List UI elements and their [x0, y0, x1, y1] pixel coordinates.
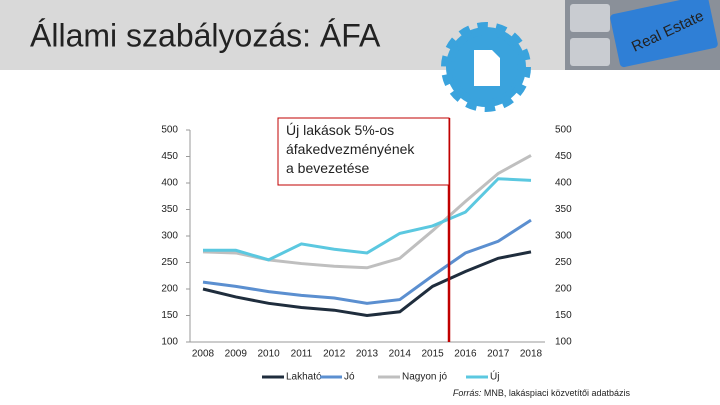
y-tick-label: 350	[161, 204, 178, 215]
y2-tick-label: 250	[555, 257, 572, 268]
y-tick-label: 200	[161, 284, 178, 295]
legend-label: Jó	[344, 372, 355, 383]
series-line	[202, 250, 532, 318]
y-tick-label: 300	[161, 231, 178, 242]
source-text: MNB, lakáspiaci közvetítői adatbázis	[484, 388, 631, 398]
x-tick-label: 2017	[487, 349, 510, 360]
series-line	[203, 177, 532, 262]
y2-tick-label: 450	[555, 151, 572, 162]
x-tick-label: 2014	[389, 349, 412, 360]
x-tick-label: 2011	[291, 349, 313, 360]
y2-tick-label: 500	[555, 125, 572, 136]
series-line	[202, 218, 532, 305]
slide-title: Állami szabályozás: ÁFA	[30, 17, 381, 53]
legend-label: Új	[490, 370, 499, 383]
x-tick-label: 2012	[323, 349, 346, 360]
keyboard-image: Real Estate	[565, 0, 720, 70]
x-tick-label: 2018	[520, 349, 543, 360]
y2-tick-label: 100	[555, 337, 572, 348]
y2-tick-label: 300	[555, 231, 572, 242]
x-tick-label: 2016	[454, 349, 477, 360]
x-tick-label: 2009	[225, 349, 248, 360]
y-tick-label: 400	[161, 178, 178, 189]
source-label: Forrás:	[453, 388, 482, 398]
x-tick-label: 2015	[421, 349, 444, 360]
x-tick-label: 2010	[257, 349, 280, 360]
y-tick-label: 100	[161, 337, 178, 348]
legend-label: Lakható	[286, 372, 322, 383]
y2-tick-label: 350	[555, 204, 572, 215]
y2-tick-label: 150	[555, 310, 572, 321]
x-tick-label: 2008	[192, 349, 215, 360]
y-tick-label: 250	[161, 257, 178, 268]
legend-label: Nagyon jó	[402, 372, 447, 383]
y-tick-label: 150	[161, 310, 178, 321]
gear-icon	[441, 22, 531, 112]
y-tick-label: 450	[161, 151, 178, 162]
source: Forrás: MNB, lakáspiaci közvetítői adatb…	[453, 388, 631, 398]
annotation-box	[277, 117, 450, 186]
annotation: Új lakások 5%-os áfakedvezményének a bevez…	[286, 122, 415, 176]
y-tick-label: 500	[161, 125, 178, 136]
y2-tick-label: 400	[555, 178, 572, 189]
y2-tick-label: 200	[555, 284, 572, 295]
x-tick-label: 2013	[356, 349, 379, 360]
